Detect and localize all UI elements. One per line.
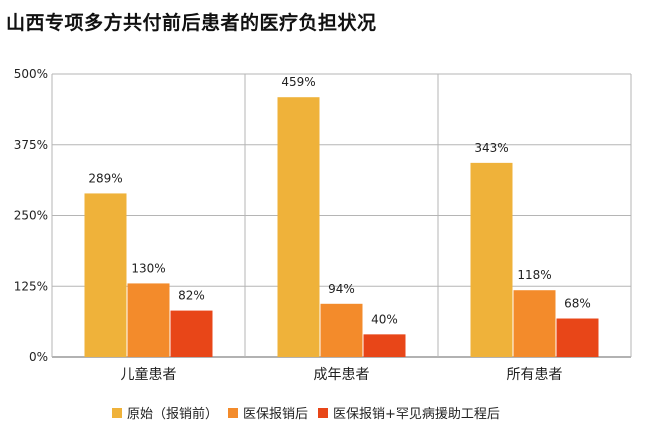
legend-item: 原始（报销前）	[112, 403, 218, 422]
bar-1	[84, 193, 127, 357]
x-tick-label: 儿童患者	[121, 366, 177, 383]
data-label: 289%	[88, 171, 122, 185]
legend-label: 医保报销后	[243, 407, 309, 422]
chart-title: 山西专项多方共付前后患者的医疗负担状况	[6, 12, 377, 34]
bar-1	[470, 162, 513, 357]
chart-legend: 原始（报销前） 医保报销后 医保报销+罕见病援助工程后	[112, 403, 500, 422]
legend-swatch	[228, 407, 239, 418]
bar-chart: 0% 125% 250% 375% 500% 289% 130% 82% 儿童患者 459% 94%…	[14, 67, 632, 383]
y-tick-label: 375%	[14, 138, 48, 152]
bar-3	[170, 310, 213, 357]
x-tick-label: 成年患者	[314, 367, 370, 383]
bar-2	[127, 283, 170, 357]
x-tick-label: 所有患者	[507, 367, 563, 383]
y-tick-label: 0%	[29, 350, 48, 364]
y-tick-label: 500%	[14, 67, 48, 81]
bar-2	[320, 303, 363, 357]
data-label: 82%	[178, 289, 205, 303]
legend-swatch	[112, 407, 122, 418]
bar-1	[277, 97, 320, 358]
data-label: 40%	[371, 312, 398, 326]
data-label: 94%	[328, 282, 355, 296]
legend-item: 医保报销+罕见病援助工程后	[318, 403, 500, 422]
legend-label: 原始（报销前）	[127, 407, 219, 422]
legend-label: 医保报销+罕见病援助工程后	[333, 407, 500, 422]
data-label: 118%	[517, 268, 551, 282]
y-tick-label: 125%	[14, 279, 48, 293]
legend-swatch	[318, 407, 329, 418]
bar-3	[556, 318, 599, 357]
bar-3	[363, 334, 406, 357]
data-label: 343%	[474, 141, 508, 155]
y-tick-label: 250%	[14, 209, 48, 223]
data-label: 459%	[281, 75, 315, 89]
data-label: 68%	[564, 297, 591, 311]
bar-2	[513, 290, 556, 357]
legend-item: 医保报销后	[228, 403, 308, 422]
data-label: 130%	[131, 261, 165, 275]
